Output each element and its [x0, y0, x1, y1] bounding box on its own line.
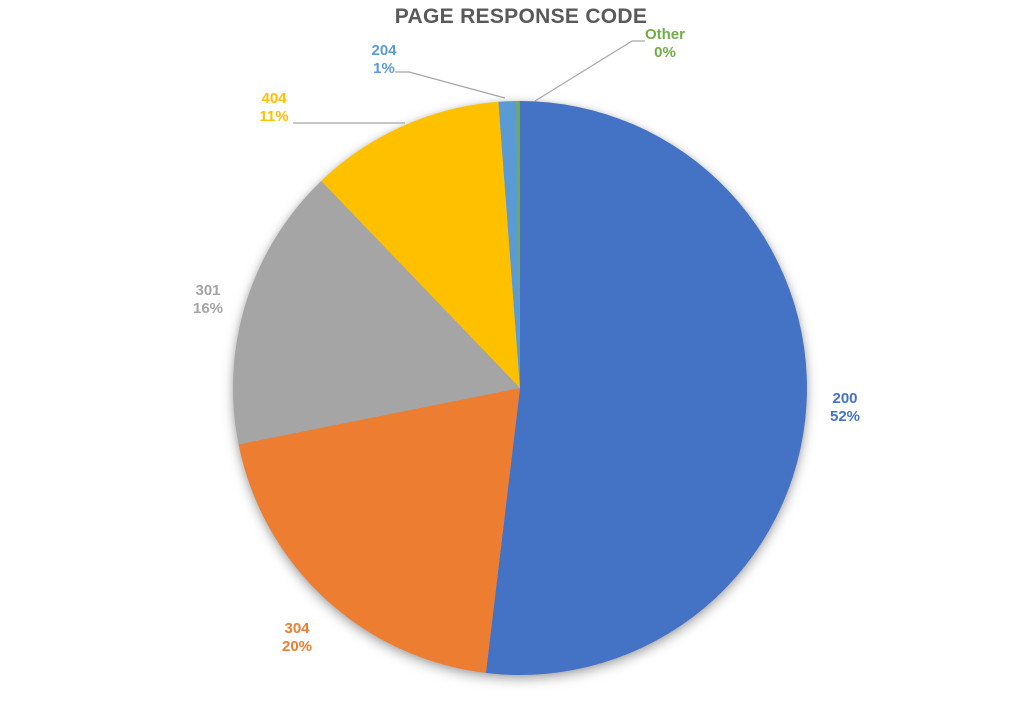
- pie-slice-404: [321, 101, 520, 388]
- chart-title: PAGE RESPONSE CODE: [394, 5, 648, 28]
- pie-slice-304: [238, 388, 520, 673]
- pie-body: [233, 100, 807, 675]
- slice-label-Other: Other 0%: [645, 26, 685, 61]
- leader-line-Other: [534, 40, 645, 102]
- pie-slice-204: [498, 101, 520, 389]
- slice-label-301: 301 16%: [193, 282, 223, 317]
- leader-line-204: [395, 71, 506, 99]
- pie-slice-Other: [516, 100, 520, 388]
- pie-slice-200: [485, 101, 807, 675]
- slice-label-304: 304 20%: [282, 620, 312, 655]
- slice-label-204: 204 1%: [371, 42, 397, 77]
- pie-slice-301: [233, 180, 520, 445]
- slice-label-200: 200 52%: [830, 390, 860, 425]
- slice-label-404: 404 11%: [259, 90, 288, 125]
